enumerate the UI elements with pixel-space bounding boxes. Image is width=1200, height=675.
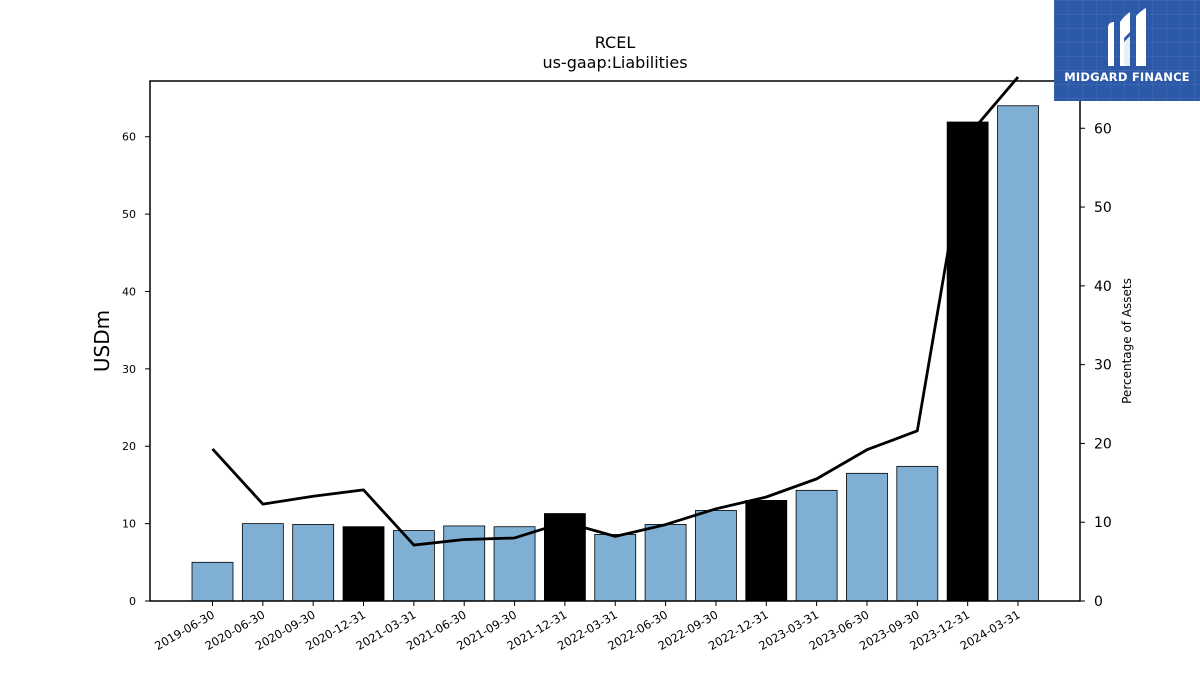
bar bbox=[241, 523, 284, 602]
y2-tick-label: 50 bbox=[1094, 200, 1112, 216]
y-tick-label: 40 bbox=[122, 285, 136, 298]
y2-axis-label: Percentage of Assets bbox=[1120, 278, 1134, 404]
chart-subtitle: us-gaap:Liabilities bbox=[542, 53, 687, 72]
logo-text: MIDGARD FINANCE bbox=[1064, 70, 1190, 84]
bar bbox=[191, 561, 234, 602]
y-tick-label: 60 bbox=[122, 131, 136, 144]
plot-frame bbox=[149, 80, 1081, 602]
y-axis-label: USDm bbox=[90, 310, 114, 372]
y-tick-label: 30 bbox=[122, 363, 136, 376]
y-tick-label: 50 bbox=[122, 208, 136, 221]
y-tick-label: 0 bbox=[129, 595, 136, 608]
bar bbox=[896, 465, 939, 602]
bar bbox=[292, 523, 335, 602]
bar bbox=[342, 526, 385, 602]
bar bbox=[795, 489, 838, 602]
chart-title: RCEL bbox=[595, 33, 636, 52]
bar bbox=[745, 500, 788, 602]
bar bbox=[443, 525, 486, 602]
y2-tick-label: 30 bbox=[1094, 358, 1112, 374]
y2-tick-label: 40 bbox=[1094, 279, 1112, 295]
brand-logo: MIDGARD FINANCE bbox=[1054, 0, 1200, 101]
bar bbox=[392, 530, 435, 602]
y2-tick-label: 20 bbox=[1094, 436, 1112, 452]
bar bbox=[997, 105, 1039, 602]
bar bbox=[594, 534, 637, 602]
bar bbox=[846, 472, 888, 602]
y2-tick-label: 60 bbox=[1094, 121, 1112, 137]
y2-tick-label: 0 bbox=[1094, 594, 1103, 610]
y-tick-label: 10 bbox=[122, 518, 136, 531]
midgard-logo-icon bbox=[1108, 8, 1146, 66]
bar bbox=[946, 121, 989, 602]
bar bbox=[544, 513, 586, 602]
bar bbox=[644, 523, 687, 602]
y-tick-label: 20 bbox=[122, 440, 136, 453]
bar bbox=[695, 510, 737, 602]
y2-tick-label: 10 bbox=[1094, 515, 1112, 531]
